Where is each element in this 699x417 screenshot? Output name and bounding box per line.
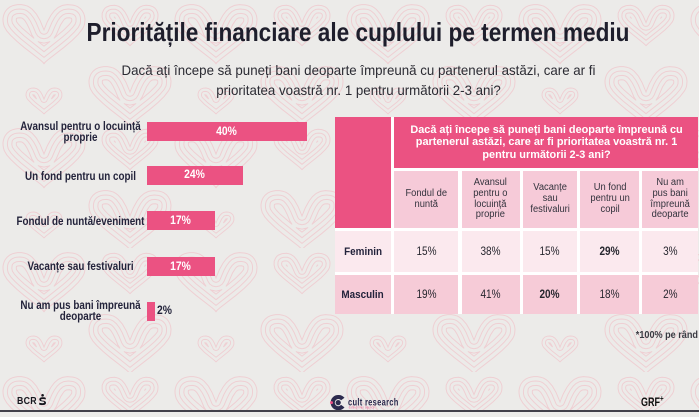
svg-text:cult research: cult research	[348, 396, 399, 407]
svg-text:data-driven agency: data-driven agency	[349, 405, 375, 410]
